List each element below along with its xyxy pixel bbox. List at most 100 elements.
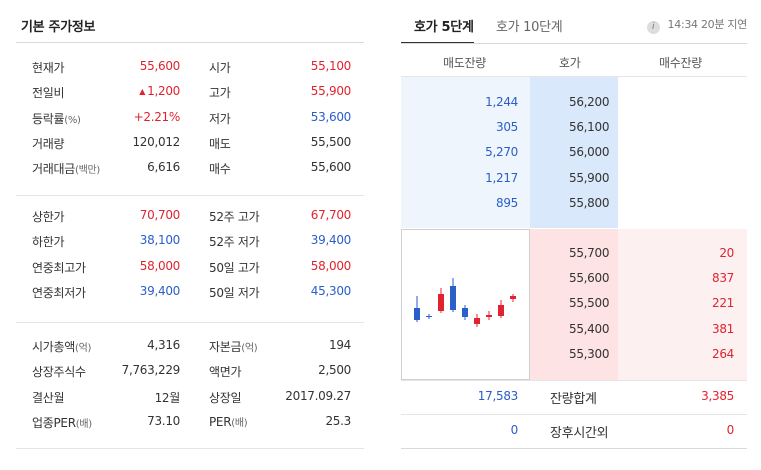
- info-value: 12월: [154, 390, 181, 405]
- ask-row[interactable]: 305 56,100: [401, 114, 747, 139]
- group-divider: [16, 448, 364, 449]
- info-value: 58,000: [310, 258, 352, 273]
- info-label: 저가: [209, 111, 231, 126]
- info-icon[interactable]: i: [646, 21, 660, 34]
- info-row: 연중최저가 39,400 50일 저가 45,300: [16, 280, 364, 305]
- summary-row-after-hours: 0 장후시간외 0: [401, 414, 747, 448]
- info-label: 자본금(억): [209, 340, 258, 354]
- ask-qty: 305: [495, 120, 518, 135]
- info-label: 상장일: [209, 390, 242, 405]
- header-price: 호가: [559, 56, 581, 70]
- after-hours-label: 장후시간외: [550, 426, 609, 441]
- candle: [438, 288, 444, 313]
- ask-qty: 5,270: [485, 145, 518, 160]
- bid-price: 55,600: [569, 271, 610, 286]
- info-value: 6,616: [147, 160, 180, 175]
- info-label: 상한가: [32, 210, 65, 224]
- info-value: 120,012: [132, 134, 180, 149]
- header-bid-qty: 매수잔량: [659, 56, 702, 70]
- summary-row-total: 17,583 잔량합계 3,385: [401, 380, 747, 414]
- info-row: 시가총액(억) 4,316 자본금(억) 194: [16, 334, 364, 359]
- candle: [426, 314, 432, 319]
- info-value: 55,500: [310, 134, 352, 149]
- candlestick-svg: [414, 278, 516, 327]
- orderbook-divider: [401, 380, 747, 381]
- range-info-group: 상한가 70,700 52주 고가 67,700 하한가 38,100 52주 저가 39,4…: [16, 204, 364, 305]
- total-ask-qty: 17,583: [477, 389, 519, 403]
- orderbook-header: 매도잔량 호가 매수잔량: [401, 44, 747, 77]
- ask-row[interactable]: 1,217 55,900: [401, 165, 747, 190]
- info-label: 50일 고가: [209, 260, 260, 275]
- info-row: 등락률(%) +2.21% 저가 53,600: [16, 106, 364, 131]
- title-divider: [16, 42, 364, 43]
- ask-qty: 1,244: [485, 95, 518, 109]
- bid-price: 55,500: [569, 296, 610, 311]
- bid-qty: 381: [711, 321, 734, 336]
- info-value: 45,300: [310, 283, 352, 298]
- bid-row[interactable]: 55,300 264: [401, 341, 747, 366]
- info-value: 55,600: [310, 160, 352, 175]
- info-label: 전일비: [32, 86, 65, 101]
- info-label: 연중최저가: [32, 285, 86, 300]
- info-row: 상장주식수 7,763,229 액면가 2,500: [16, 359, 364, 384]
- info-value: 194: [328, 338, 351, 352]
- up-triangle-icon: ▲: [139, 87, 146, 97]
- ask-row[interactable]: 5,270 56,000: [401, 139, 747, 164]
- candle: [414, 296, 420, 322]
- candle: [450, 278, 456, 312]
- ask-qty: 895: [495, 195, 518, 210]
- bid-price-area: [530, 229, 618, 380]
- info-row: 연중최고가 58,000 50일 고가 58,000: [16, 255, 364, 280]
- ask-price: 56,000: [569, 145, 610, 160]
- info-label: 고가: [209, 86, 231, 101]
- info-label: 거래대금(백만): [32, 162, 100, 177]
- bid-row[interactable]: 55,700 20: [401, 240, 747, 265]
- info-label: 매도: [209, 136, 231, 151]
- candle: [486, 311, 492, 320]
- header-ask-qty: 매도잔량: [443, 56, 486, 70]
- ask-row[interactable]: 895 55,800: [401, 190, 747, 215]
- candle: [510, 294, 516, 302]
- panel-title: 기본 주가정보: [21, 20, 96, 35]
- tab-5-levels[interactable]: 호가 5단계: [414, 20, 474, 35]
- bid-row[interactable]: 55,400 381: [401, 316, 747, 341]
- info-label: 거래량: [32, 136, 65, 151]
- bid-row[interactable]: 55,600 837: [401, 265, 747, 290]
- info-row: 전일비 ▲ 1,200 고가 55,900: [16, 80, 364, 105]
- info-value: 2017.09.27: [285, 388, 351, 403]
- info-value: 39,400: [310, 233, 352, 248]
- info-label: 50일 저가: [209, 285, 260, 300]
- tab-10-levels[interactable]: 호가 10단계: [496, 20, 563, 35]
- info-row: 거래량 120,012 매도 55,500: [16, 131, 364, 156]
- bottom-divider: [401, 448, 747, 449]
- bid-qty: 20: [719, 246, 734, 260]
- after-hours-bid-qty: 0: [726, 423, 735, 437]
- candle: [474, 314, 480, 327]
- orderbook-divider: [401, 414, 747, 415]
- candle: [498, 300, 504, 318]
- bid-qty: 221: [711, 296, 734, 311]
- company-info-group: 시가총액(억) 4,316 자본금(억) 194 상장주식수 7,763,229 액면가 2,…: [16, 334, 364, 435]
- info-value: 4,316: [147, 338, 180, 352]
- info-label: 등락률(%): [32, 111, 81, 126]
- bid-row[interactable]: 55,500 221: [401, 290, 747, 315]
- info-row: 결산월 12월 상장일 2017.09.27: [16, 385, 364, 410]
- bid-qty: 264: [711, 346, 734, 361]
- bid-price: 55,700: [569, 246, 610, 260]
- ask-qty-area: [401, 77, 530, 228]
- bid-price: 55,300: [569, 346, 610, 361]
- info-row: 하한가 38,100 52주 저가 39,400: [16, 229, 364, 254]
- ask-price: 55,800: [569, 195, 610, 210]
- info-row: 현재가 55,600 시가 55,100: [16, 55, 364, 80]
- total-bid-qty: 3,385: [701, 389, 734, 403]
- ask-price: 56,200: [569, 95, 610, 109]
- candle: [462, 305, 468, 320]
- info-value: 58,000: [139, 258, 181, 273]
- ask-row[interactable]: 1,244 56,200: [401, 89, 747, 114]
- info-label: 52주 고가: [209, 210, 260, 224]
- info-label: 52주 저가: [209, 235, 260, 250]
- info-row: 상한가 70,700 52주 고가 67,700: [16, 204, 364, 229]
- info-label: PER(배): [209, 414, 248, 429]
- tabs-divider: [401, 43, 747, 44]
- info-label: 액면가: [209, 365, 242, 380]
